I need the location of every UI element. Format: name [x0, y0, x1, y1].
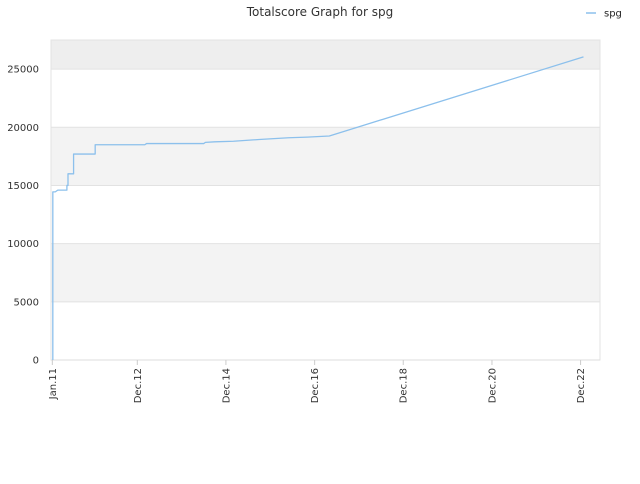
plot-band — [51, 243, 600, 302]
series-line-spg — [52, 56, 584, 360]
x-tick-label: Dec.12 — [133, 368, 144, 403]
plot-bands — [51, 40, 600, 360]
y-tick-label: 10000 — [7, 239, 39, 250]
plot-band — [51, 185, 600, 244]
y-axis: 0 5000 10000 15000 20000 25000 — [7, 65, 39, 367]
plot-band — [51, 127, 600, 186]
legend-label-spg: spg — [604, 9, 622, 20]
y-tick-label: 15000 — [7, 181, 39, 192]
x-tick-label: Dec.14 — [221, 368, 232, 403]
series-layer — [52, 56, 584, 360]
y-tick-label: 20000 — [7, 123, 39, 134]
plot-band — [51, 40, 600, 70]
x-tick-label: Dec.16 — [310, 368, 321, 403]
x-tick-label: Dec.22 — [576, 368, 587, 403]
x-tick-label: Jan.11 — [48, 368, 59, 400]
y-tick-label: 0 — [33, 356, 39, 367]
x-tick-label: Dec.18 — [399, 368, 410, 403]
y-tick-label: 25000 — [7, 65, 39, 76]
x-axis: Jan.11 Dec.12 Dec.14 Dec.16 Dec.18 Dec.20 Dec.… — [48, 359, 600, 403]
y-tick-label: 5000 — [14, 297, 39, 308]
x-tick-label: Dec.20 — [487, 368, 498, 403]
plot-band — [51, 69, 600, 128]
gridlines — [51, 68, 600, 303]
plot-band — [51, 301, 600, 360]
legend: spg — [586, 9, 622, 20]
chart-title: Totalscore Graph for spg — [246, 5, 394, 19]
